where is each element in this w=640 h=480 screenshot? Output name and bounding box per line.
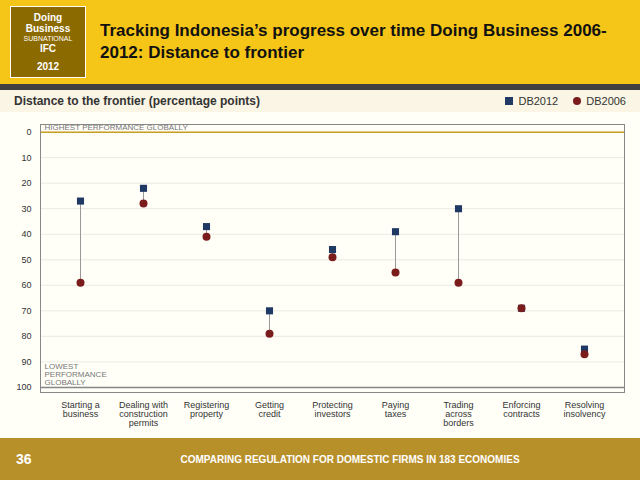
svg-text:20: 20 (21, 178, 31, 188)
svg-text:Protectinginvestors: Protectinginvestors (312, 400, 353, 419)
svg-text:LOWESTPERFORMANCEGLOBALLY: LOWESTPERFORMANCEGLOBALLY (45, 362, 107, 387)
svg-text:0: 0 (26, 127, 31, 137)
svg-text:100: 100 (16, 382, 31, 392)
html-text:Distance to the frontier (perc: Distance to the frontier (percentage poi… (14, 94, 260, 108)
html-text:Doing: Doing (33, 12, 63, 23)
html-text:DB2012: DB2012 (518, 95, 559, 107)
html-text:DB2006: DB2006 (586, 95, 626, 107)
html-text:IFC: IFC (39, 43, 56, 54)
svg-text:50: 50 (21, 255, 31, 265)
svg-text:90: 90 (21, 357, 31, 367)
svg-text:Enforcingcontracts: Enforcingcontracts (502, 400, 540, 419)
svg-text:Registeringproperty: Registeringproperty (184, 400, 230, 419)
svg-text:Dealing withconstructionpermit: Dealing withconstructionpermits (119, 400, 168, 428)
svg-text:Tradingacrossborders: Tradingacrossborders (443, 400, 474, 428)
svg-text:30: 30 (21, 204, 31, 214)
html-text:Business: Business (25, 23, 71, 35)
svg-text:Payingtaxes: Payingtaxes (382, 400, 410, 419)
html-text:COMPARING REGULATION FOR DOMES: COMPARING REGULATION FOR DOMESTIC FIRMS … (180, 453, 520, 465)
svg-text:HIGHEST PERFORMANCE GLOBALLY: HIGHEST PERFORMANCE GLOBALLY (44, 123, 188, 133)
html-text:SUBNATIONAL: SUBNATIONAL (23, 35, 73, 42)
svg-text:Starting abusiness: Starting abusiness (61, 400, 100, 419)
svg-text:Resolvinginsolvency: Resolvinginsolvency (563, 400, 606, 419)
svg-text:60: 60 (21, 280, 31, 290)
svg-text:40: 40 (21, 229, 31, 239)
svg-text:70: 70 (21, 306, 31, 316)
svg-text:80: 80 (21, 331, 31, 341)
html-text:2012: 2012 (36, 60, 60, 72)
svg-text:10: 10 (21, 153, 31, 163)
svg-text:Gettingcredit: Gettingcredit (255, 400, 284, 419)
html-text:36: 36 (16, 451, 32, 467)
html-text:Tracking Indonesia’s progress: Tracking Indonesia’s progress over time … (100, 20, 607, 62)
